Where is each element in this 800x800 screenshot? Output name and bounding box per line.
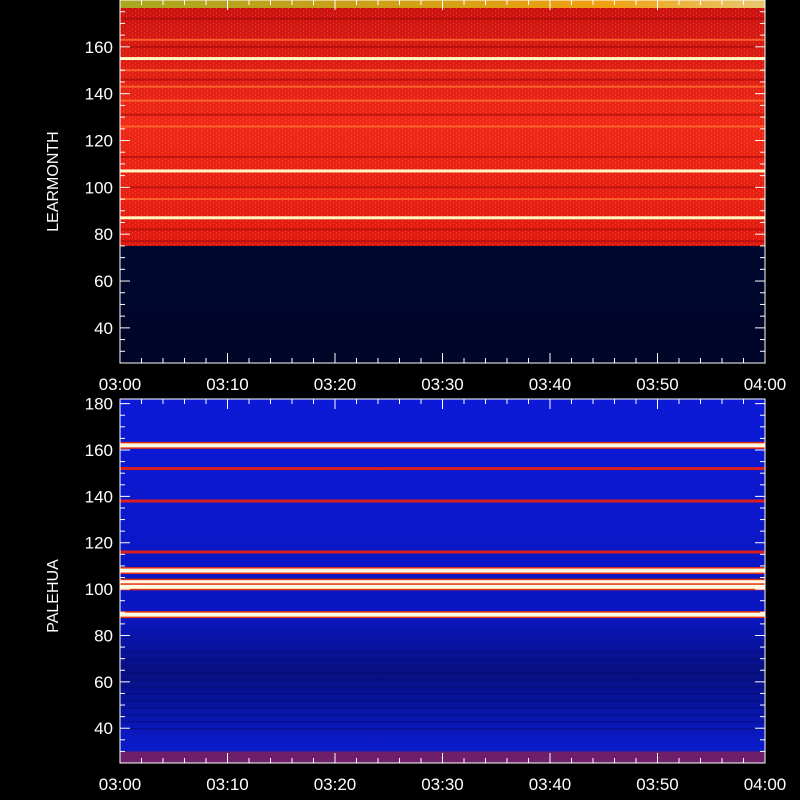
palehua-dark-line (120, 714, 765, 716)
x-tick-label: 03:50 (636, 775, 679, 794)
learmonth-panel: 03:00 03:10 03:20 03:30 03:40 03:50 04:00 40 60… (45, 0, 786, 394)
palehua-medium-band (120, 467, 765, 471)
y-tick-label: 60 (94, 673, 113, 692)
palehua-medium-band (120, 550, 765, 554)
x-tick-label: 03:00 (99, 375, 142, 394)
learmonth-dark-band (120, 17, 765, 20)
palehua-y-axis-title: PALEHUA (45, 559, 62, 633)
learmonth-y-axis: 40 60 80 100 120 140 160 (85, 0, 765, 364)
x-tick-label: 03:40 (529, 375, 572, 394)
y-tick-label: 120 (85, 132, 113, 151)
palehua-y-axis: 40 60 80 100 120 140 160 180 (85, 395, 765, 764)
x-tick-label: 03:10 (206, 375, 249, 394)
learmonth-dark-band (120, 186, 765, 189)
palehua-dark-line (120, 658, 765, 660)
palehua-bands (120, 441, 765, 763)
learmonth-medium-band (120, 125, 765, 128)
x-tick-label: 04:00 (744, 775, 787, 794)
y-tick-label: 100 (85, 580, 113, 599)
learmonth-bright-band (120, 169, 765, 173)
y-tick-label: 160 (85, 441, 113, 460)
x-tick-label: 03:30 (421, 775, 464, 794)
x-tick-label: 03:50 (636, 375, 679, 394)
palehua-dark-line (120, 651, 765, 653)
learmonth-y-axis-title: LEARMONTH (45, 131, 62, 231)
palehua-medium-band (120, 499, 765, 503)
x-tick-label: 03:10 (206, 775, 249, 794)
x-tick-label: 03:00 (99, 775, 142, 794)
x-tick-label: 03:40 (529, 775, 572, 794)
x-tick-label: 03:20 (314, 375, 357, 394)
learmonth-dark-band (120, 78, 765, 81)
palehua-panel: 03:00 03:10 03:20 03:30 03:40 03:50 04:00 40 60… (45, 395, 786, 794)
x-tick-label: 03:30 (421, 375, 464, 394)
learmonth-dark-band (120, 113, 765, 116)
learmonth-bands (120, 8, 765, 246)
palehua-x-axis: 03:00 03:10 03:20 03:30 03:40 03:50 04:00 (99, 399, 787, 794)
x-tick-label: 04:00 (744, 375, 787, 394)
learmonth-bright-band (120, 57, 765, 61)
learmonth-medium-band (120, 99, 765, 102)
palehua-dark-line (120, 728, 765, 730)
palehua-bright-band (120, 612, 765, 617)
learmonth-bright-band (120, 216, 765, 220)
learmonth-medium-band (120, 85, 765, 88)
learmonth-dark-band (120, 155, 765, 158)
y-tick-label: 140 (85, 85, 113, 104)
palehua-dark-line (120, 721, 765, 723)
y-tick-label: 180 (85, 395, 113, 414)
palehua-dark-line (120, 707, 765, 709)
y-tick-label: 40 (94, 719, 113, 738)
learmonth-x-axis: 03:00 03:10 03:20 03:30 03:40 03:50 04:00 (99, 0, 787, 394)
y-tick-label: 60 (94, 272, 113, 291)
y-tick-label: 100 (85, 178, 113, 197)
palehua-dark-line (120, 693, 765, 695)
y-tick-label: 80 (94, 225, 113, 244)
palehua-dark-line (120, 700, 765, 702)
palehua-bright-band (120, 580, 765, 585)
y-tick-label: 120 (85, 534, 113, 553)
learmonth-medium-band (120, 69, 765, 72)
learmonth-dark-band (120, 45, 765, 48)
y-tick-label: 140 (85, 487, 113, 506)
palehua-dark-line (120, 665, 765, 667)
learmonth-dark-band (120, 240, 765, 243)
learmonth-dark-band (120, 228, 765, 231)
y-tick-label: 160 (85, 38, 113, 57)
learmonth-medium-band (120, 198, 765, 201)
palehua-dark-line (120, 672, 765, 674)
palehua-bright-band (120, 443, 765, 448)
learmonth-medium-band (120, 38, 765, 41)
palehua-dark-line (120, 679, 765, 681)
y-tick-label: 40 (94, 319, 113, 338)
palehua-bright-band (120, 568, 765, 573)
y-tick-label: 80 (94, 626, 113, 645)
palehua-bright-band (120, 584, 765, 589)
x-tick-label: 03:20 (314, 775, 357, 794)
palehua-dark-line (120, 686, 765, 688)
